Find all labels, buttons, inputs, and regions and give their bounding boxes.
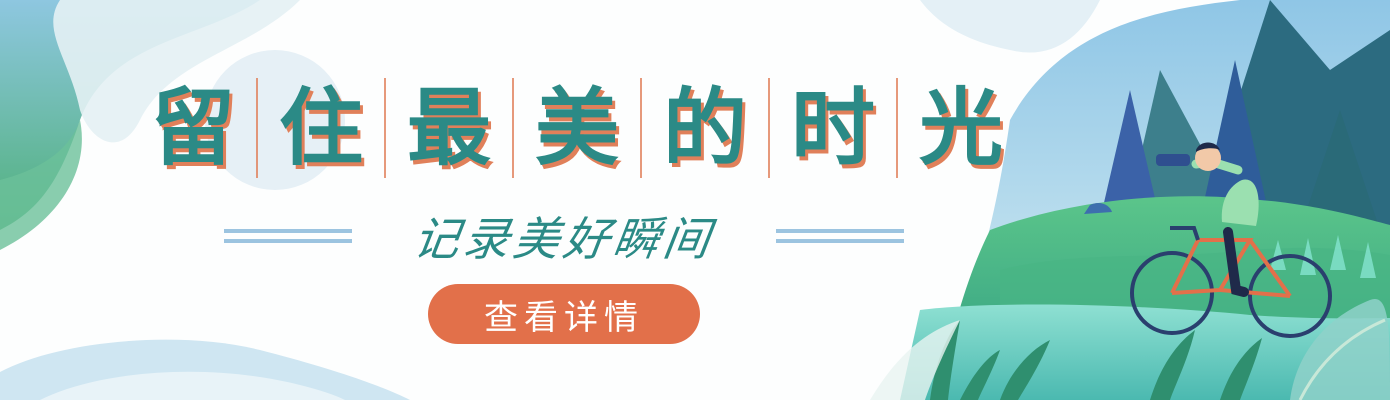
- cyclist-illustration: [1130, 142, 1332, 338]
- pine-tree-icon: [1100, 90, 1160, 220]
- pale-circle-shape: [205, 50, 345, 190]
- title-separator: [384, 78, 386, 178]
- title-char: 最: [406, 78, 491, 177]
- title-separator: [896, 78, 898, 178]
- banner-subtitle: 记录美好瞬间: [409, 212, 718, 266]
- landscape-scene: [900, 0, 1390, 400]
- title-char: 美: [534, 78, 619, 177]
- title-separator: [256, 78, 258, 178]
- title-char: 住: [278, 78, 363, 177]
- binoculars-icon: [1156, 154, 1190, 166]
- title-separator: [768, 78, 770, 178]
- title-separator: [640, 78, 642, 178]
- banner-title: 留 住 最 美 的 时 光: [130, 68, 1024, 188]
- top-center-blob-shape: [920, 0, 1100, 53]
- title-char: 时: [790, 78, 875, 177]
- title-char: 留: [150, 78, 235, 177]
- title-separator: [512, 78, 514, 178]
- title-char: 的: [662, 78, 747, 177]
- right-decorative-lines: [776, 229, 904, 243]
- bottom-left-wave-light-shape: [40, 371, 345, 400]
- leaf-icon: [930, 320, 1262, 400]
- view-details-button[interactable]: 查看详情: [428, 284, 700, 344]
- left-wave-accent-shape: [0, 120, 82, 250]
- subtitle-row: 记录美好瞬间: [224, 206, 904, 266]
- left-wave-light-shape: [53, 0, 300, 143]
- title-char: 光: [918, 78, 1003, 177]
- left-decorative-lines: [224, 229, 352, 243]
